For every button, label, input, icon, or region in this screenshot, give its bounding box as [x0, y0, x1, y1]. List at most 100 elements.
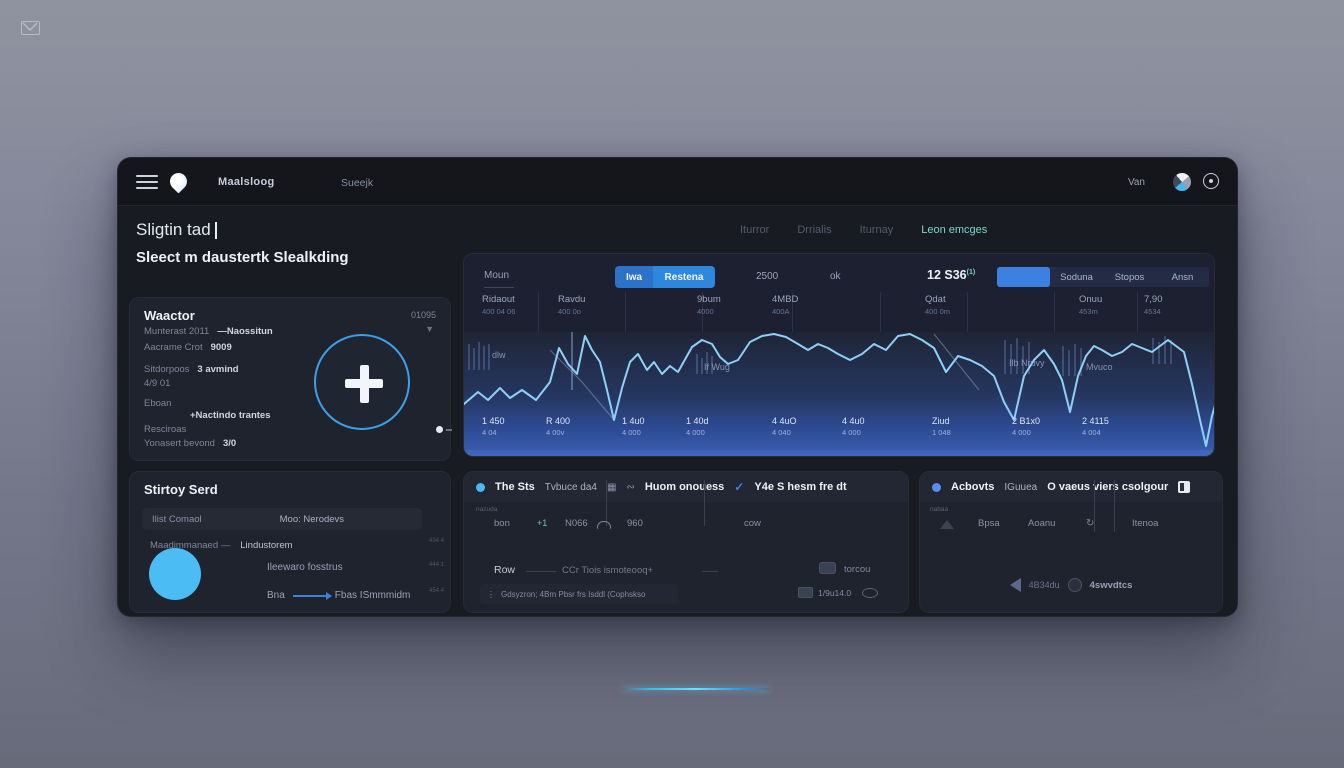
- chart-headline: 12 S36(1): [927, 268, 975, 282]
- row-label: 4/9 01: [144, 378, 171, 389]
- meta-item: Aoanu: [1028, 518, 1056, 529]
- glow-indicator: [622, 688, 770, 690]
- waactor-row: Yonasert bevond 3/0: [144, 438, 236, 449]
- dash-decoration: [446, 429, 452, 431]
- panel-title-2[interactable]: Huom onouess: [644, 481, 725, 493]
- range-button-right[interactable]: Restena: [653, 266, 715, 288]
- divider: [702, 571, 718, 572]
- row-field-value[interactable]: CCr Tiois ismoteooq+: [562, 565, 654, 576]
- chart-stat: 9bum 4000: [697, 294, 721, 316]
- segment-stopos[interactable]: Stopos: [1114, 271, 1145, 283]
- panel-title-2[interactable]: O vaeus viers csolgour: [1047, 481, 1169, 493]
- record-icon[interactable]: [1203, 173, 1219, 189]
- divider: [484, 287, 514, 288]
- row-value: —Naossitun: [217, 326, 273, 337]
- chart-value-a: 2500: [756, 271, 779, 282]
- meta-badge: +1: [537, 518, 548, 528]
- stirtoy-row-1[interactable]: Ilist Comaol Moo: Nerodevs: [142, 508, 422, 530]
- back-label: 4B34du: [1028, 580, 1060, 590]
- eye-icon[interactable]: [862, 588, 878, 598]
- chart-stat: Ravdu 400 0o: [558, 294, 586, 316]
- chart-annotation: Mvuco: [1086, 362, 1113, 372]
- pinwheel-icon[interactable]: [1173, 173, 1191, 191]
- stirtoy-row-2[interactable]: Maadimmanaed — Lindustorem: [150, 540, 293, 551]
- add-button[interactable]: [314, 334, 410, 430]
- x-axis-label: R 400 4 00v: [546, 416, 571, 437]
- kebab-icon[interactable]: ⋮: [487, 589, 495, 599]
- range-button-left[interactable]: Iwa: [615, 266, 653, 288]
- divider: [704, 480, 705, 526]
- row-value: Lindustorem: [240, 540, 293, 551]
- brand-label: Maalsloog: [218, 176, 275, 188]
- back-icon[interactable]: [1009, 578, 1021, 592]
- panel-title[interactable]: The Sts: [495, 481, 535, 493]
- text-cursor: [214, 221, 217, 239]
- page-subtitle: Sleect m daustertk Slealkding: [136, 249, 349, 266]
- row-value: Moo: Nerodevs: [279, 513, 345, 525]
- refresh-icon[interactable]: ↻: [1086, 518, 1095, 529]
- row-label: Eboan: [144, 398, 172, 409]
- row-label: Resciroas: [144, 424, 187, 435]
- topbar-nav-item[interactable]: Sueejk: [341, 177, 374, 189]
- panel-subtext: nabaa: [930, 506, 949, 513]
- card-icon[interactable]: [819, 562, 836, 574]
- x-axis-label: 1 450 4 04: [482, 416, 505, 437]
- clip-icon: [798, 587, 813, 598]
- segment-active[interactable]: [997, 267, 1050, 287]
- range-button[interactable]: Iwa Restena: [615, 266, 715, 288]
- chart-series-cross-b: [933, 333, 980, 391]
- footer-note[interactable]: ⋮ Gdsyzron; 4Bm Pbsr frs Isddl (Cophskso: [480, 584, 678, 604]
- stirtoy-card: Stirtoy Serd Ilist Comaol Moo: Nerodevs …: [129, 471, 451, 613]
- panel-subtitle[interactable]: IGuuea: [1004, 481, 1038, 493]
- grid-icon[interactable]: ▦: [607, 481, 617, 493]
- side-note: 434 4: [428, 538, 444, 544]
- cloud-icon: [597, 521, 611, 529]
- triangle-up-icon[interactable]: [940, 520, 954, 529]
- torcou-button[interactable]: torcou: [844, 564, 871, 575]
- user-menu[interactable]: Van: [1127, 177, 1145, 188]
- check-icon: ✓: [734, 480, 745, 494]
- tab-leon-emcges[interactable]: Leon emcges: [921, 224, 988, 236]
- panel-title[interactable]: Acbovts: [951, 481, 995, 493]
- loop-icon[interactable]: ∾: [626, 481, 635, 493]
- tab-iturnay[interactable]: Iturnay: [859, 224, 894, 236]
- segmented-control: Soduna Stopos Ansn: [997, 267, 1209, 287]
- record-dot-icon[interactable]: [1067, 578, 1082, 592]
- waactor-code: 01095: [410, 310, 436, 320]
- app-window: Maalsloog Sueejk Van Sligtin tad Sleect …: [117, 157, 1238, 617]
- tab-drrialis[interactable]: Drrialis: [797, 224, 832, 236]
- headline-sup: (1): [966, 268, 976, 276]
- arrow-right-icon: [292, 591, 332, 600]
- row-field-label: Row: [494, 564, 516, 576]
- waactor-row: Resciroas: [144, 424, 186, 435]
- segment-ansn[interactable]: Ansn: [1171, 271, 1194, 283]
- menu-icon[interactable]: [136, 175, 158, 193]
- tab-iturror[interactable]: Iturror: [740, 224, 770, 236]
- x-axis-label: 2 4115 4 004: [1082, 416, 1109, 437]
- row-value: Fbas ISmmmidm: [334, 590, 411, 601]
- row-label: Munterast 2011: [144, 326, 210, 337]
- segment-soduna[interactable]: Soduna: [1060, 271, 1093, 283]
- panel-icon[interactable]: [1178, 481, 1191, 493]
- avatar[interactable]: [149, 548, 201, 600]
- envelope-icon[interactable]: [21, 21, 40, 35]
- chart-stat: Onuu 453m: [1079, 294, 1103, 316]
- panel-subtitle[interactable]: Tvbuce da4: [544, 481, 597, 493]
- waactor-title: Waactor: [144, 308, 195, 323]
- panel-title-3[interactable]: Y4e S hesm fre dt: [754, 481, 847, 493]
- chart-stat: 7,90 4534: [1144, 294, 1163, 316]
- meta-item: Itenoa: [1132, 518, 1159, 529]
- chart-period-label[interactable]: Moun: [484, 270, 510, 281]
- footer-text: Gdsyzron; 4Bm Pbsr frs Isddl (Cophskso: [501, 589, 646, 599]
- panel-header: Acbovts IGuuea O vaeus viers csolgour: [920, 472, 1222, 502]
- divider: [606, 480, 607, 526]
- row-label: Ilist Comaol: [152, 513, 202, 525]
- status-dot-icon: [932, 482, 941, 492]
- chart-card: Moun Iwa Restena 2500 ok 12 S36(1) Sodun…: [463, 253, 1215, 457]
- x-axis-label: 1 40d 4 000: [686, 416, 709, 437]
- chevron-down-icon[interactable]: ▼: [425, 324, 434, 334]
- line-chart[interactable]: dlw If Wug Ilb Nruvy Mvuco 1 450 4 04 R 4…: [464, 332, 1214, 456]
- row-label: Maadimmanaed —: [150, 540, 231, 551]
- divider: [526, 571, 556, 572]
- row-label: Bna: [267, 590, 285, 601]
